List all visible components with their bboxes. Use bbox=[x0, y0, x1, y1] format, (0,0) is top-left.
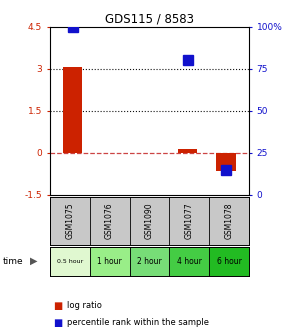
Text: percentile rank within the sample: percentile rank within the sample bbox=[67, 318, 209, 327]
Text: ▶: ▶ bbox=[30, 256, 38, 266]
Text: log ratio: log ratio bbox=[67, 301, 102, 310]
Bar bbox=[169, 247, 209, 276]
Bar bbox=[178, 149, 197, 153]
Bar bbox=[63, 68, 82, 153]
Bar bbox=[130, 247, 169, 276]
Bar bbox=[90, 247, 130, 276]
Text: 2 hour: 2 hour bbox=[137, 257, 162, 266]
Bar bbox=[209, 247, 249, 276]
Text: 4 hour: 4 hour bbox=[177, 257, 202, 266]
Bar bbox=[50, 247, 90, 276]
Text: GSM1076: GSM1076 bbox=[105, 203, 114, 239]
Title: GDS115 / 8583: GDS115 / 8583 bbox=[105, 13, 194, 26]
Text: GSM1078: GSM1078 bbox=[225, 203, 234, 239]
Bar bbox=[217, 153, 236, 171]
Text: 6 hour: 6 hour bbox=[217, 257, 241, 266]
Text: ■: ■ bbox=[53, 318, 62, 328]
Text: time: time bbox=[3, 257, 23, 266]
Text: 0.5 hour: 0.5 hour bbox=[57, 259, 83, 264]
Text: GSM1090: GSM1090 bbox=[145, 203, 154, 239]
Text: GSM1075: GSM1075 bbox=[65, 203, 74, 239]
Text: ■: ■ bbox=[53, 301, 62, 311]
Text: 1 hour: 1 hour bbox=[97, 257, 122, 266]
Text: GSM1077: GSM1077 bbox=[185, 203, 194, 239]
